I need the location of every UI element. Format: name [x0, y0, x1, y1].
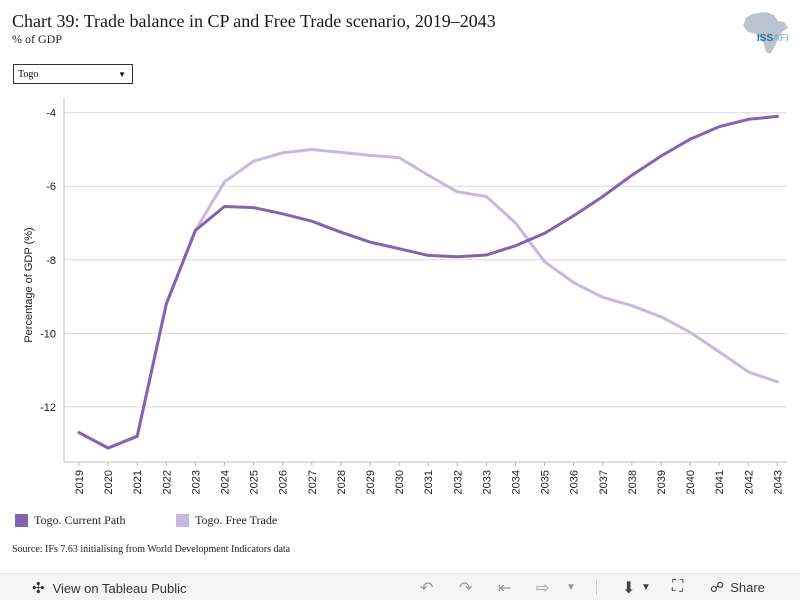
y-tick-label: -8 — [46, 255, 56, 267]
x-tick-label: 2042 — [743, 470, 755, 494]
undo-icon[interactable]: ↶ — [420, 580, 434, 597]
y-tick-label: -10 — [40, 328, 56, 340]
legend-label-current-path: Togo. Current Path — [34, 512, 126, 527]
tableau-logo-icon: ✣ — [32, 580, 45, 597]
x-tick-label: 2033 — [481, 470, 493, 494]
x-tick-label: 2043 — [772, 470, 784, 494]
x-tick-label: 2025 — [249, 470, 261, 494]
refresh-icon[interactable]: ⇨ — [536, 580, 550, 597]
toolbar-divider — [596, 580, 597, 595]
redo-icon[interactable]: ↷ — [459, 580, 473, 597]
chevron-down-icon: ▼ — [118, 70, 126, 79]
x-tick-label: 2034 — [511, 470, 523, 494]
x-tick-label: 2032 — [452, 470, 464, 494]
x-tick-label: 2035 — [540, 470, 552, 494]
source-note: Source: IFs 7.63 initialising from World… — [12, 544, 291, 555]
x-tick-label: 2031 — [423, 470, 435, 494]
x-tick-label: 2023 — [190, 470, 202, 494]
x-tick-label: 2030 — [394, 470, 406, 494]
legend-swatch-free-trade — [176, 513, 189, 527]
x-tick-label: 2037 — [598, 470, 610, 494]
x-tick-label: 2036 — [569, 470, 581, 494]
x-tick-label: 2022 — [161, 470, 173, 494]
grid-lines — [64, 112, 787, 408]
revert-icon[interactable]: ⇤ — [498, 580, 512, 597]
x-tick-label: 2029 — [365, 470, 377, 494]
x-tick-label: 2041 — [714, 470, 726, 494]
share-icon: ☍ — [710, 579, 725, 595]
y-tick-label: -6 — [46, 181, 56, 193]
y-tick-label: -4 — [46, 108, 56, 120]
country-filter-value: Togo — [18, 69, 39, 80]
axes — [63, 98, 787, 463]
x-tick-label: 2020 — [103, 470, 115, 494]
view-on-tableau-link[interactable]: ✣ View on Tableau Public — [32, 580, 187, 597]
series-line-current-path[interactable] — [77, 114, 779, 450]
legend-item-free-trade[interactable]: Togo. Free Trade — [176, 512, 277, 528]
series-line-free-trade[interactable] — [77, 148, 779, 450]
fullscreen-icon[interactable]: ⛶ — [672, 578, 684, 595]
x-tick-label: 2027 — [307, 470, 319, 494]
legend-item-current-path[interactable]: Togo. Current Path — [15, 512, 125, 528]
y-axis-label: Percentage of GDP (%) — [23, 227, 35, 342]
x-tick-label: 2028 — [336, 470, 348, 494]
africa-map-logo-icon — [743, 12, 788, 54]
legend-swatch-current-path — [15, 513, 28, 527]
x-tick-labels: 2019 2020 2021 2022 2023 2024 2025 2026 2027 2028… — [74, 462, 784, 494]
y-tick-labels: -4 -6 -8 -10 -12 — [40, 108, 56, 414]
country-filter-dropdown[interactable]: Togo ▼ — [13, 64, 133, 84]
x-tick-label: 2019 — [74, 470, 86, 494]
x-tick-label: 2024 — [220, 470, 232, 494]
x-tick-label: 2040 — [685, 470, 697, 494]
trade-balance-line-chart: -4 -6 -8 -10 -12 2019 2020 2021 2022 2023 2024 202… — [23, 98, 787, 494]
refresh-menu-chevron-icon[interactable]: ▼ — [566, 582, 576, 593]
logo-text: ISSAFI — [757, 33, 789, 44]
x-tick-label: 2039 — [656, 470, 668, 494]
tableau-toolbar: ✣ View on Tableau Public ↶ ↷ ⇤ ⇨ ▼ ⬇ ▼ ⛶… — [0, 573, 800, 600]
legend-label-free-trade: Togo. Free Trade — [195, 512, 278, 527]
x-tick-label: 2021 — [132, 470, 144, 494]
x-tick-label: 2038 — [627, 470, 639, 494]
chart-title: Chart 39: Trade balance in CP and Free T… — [12, 11, 496, 31]
chart-subtitle: % of GDP — [12, 32, 62, 46]
share-button[interactable]: ☍ Share — [710, 579, 765, 595]
download-icon[interactable]: ⬇ — [622, 580, 636, 597]
download-menu-chevron-icon[interactable]: ▼ — [641, 582, 651, 593]
y-tick-label: -12 — [40, 402, 56, 414]
series-lines — [77, 114, 779, 450]
x-tick-label: 2026 — [278, 470, 290, 494]
